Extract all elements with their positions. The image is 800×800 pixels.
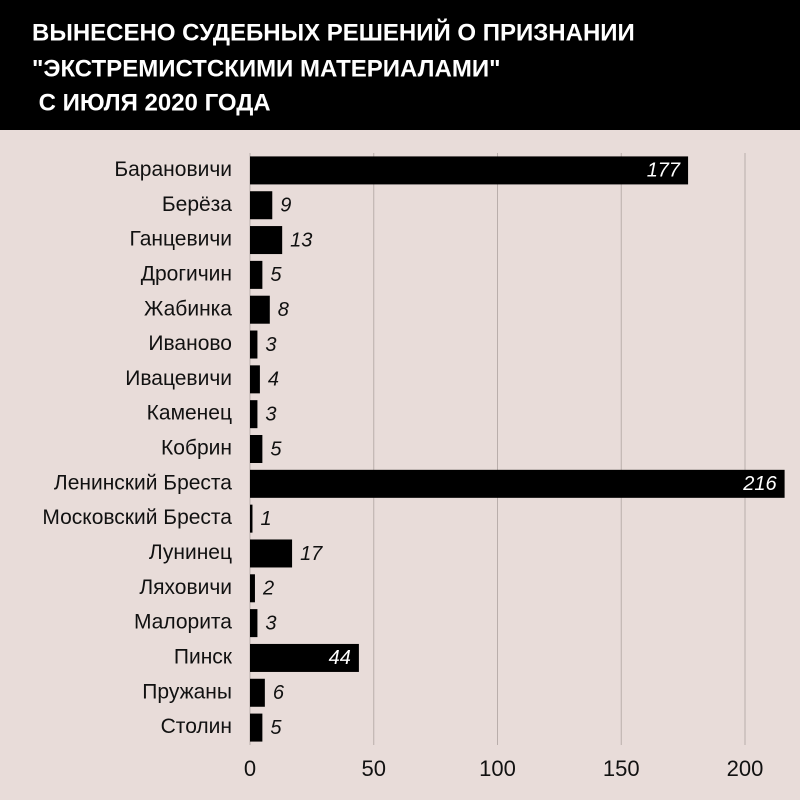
y-tick-label: Ляховичи — [139, 576, 232, 599]
bar — [250, 156, 689, 185]
data-label: 17 — [300, 543, 323, 565]
data-label: 1 — [260, 508, 271, 530]
x-tick-label: 50 — [362, 756, 386, 781]
data-label: 9 — [280, 195, 291, 217]
y-tick-label: Ганцевичи — [130, 228, 233, 251]
y-tick-label: Лунинец — [149, 541, 232, 564]
data-label: 177 — [647, 160, 681, 182]
data-label: 5 — [270, 717, 282, 739]
y-tick-label: Ивацевичи — [125, 367, 232, 390]
data-label: 3 — [265, 403, 276, 425]
y-tick-label: Московский Бреста — [42, 506, 232, 529]
data-label: 3 — [265, 612, 276, 634]
bar — [250, 504, 253, 533]
bar — [250, 435, 263, 463]
chart-title: "ЭКСТРЕМИСТСКИМИ МАТЕРИАЛАМИ" — [32, 55, 500, 82]
bar — [250, 191, 273, 220]
bar — [250, 330, 258, 359]
title-band — [0, 0, 800, 130]
bar — [250, 226, 283, 255]
bar — [250, 574, 255, 603]
bar — [250, 713, 263, 742]
data-label: 4 — [268, 369, 279, 391]
data-label: 44 — [329, 647, 351, 669]
y-tick-label: Берёза — [162, 193, 232, 216]
y-tick-label: Дрогичин — [141, 262, 232, 285]
chart-title: С ИЮЛЯ 2020 ГОДА — [32, 89, 271, 116]
data-label: 216 — [742, 473, 777, 495]
y-tick-label: Иваново — [148, 332, 232, 355]
y-tick-label: Пружаны — [142, 680, 232, 703]
y-tick-label: Столин — [161, 715, 232, 738]
y-tick-label: Каменец — [147, 402, 232, 425]
bar — [250, 643, 359, 672]
chart-title: ВЫНЕСЕНО СУДЕБНЫХ РЕШЕНИЙ О ПРИЗНАНИИ — [32, 18, 635, 46]
bar — [250, 609, 258, 638]
bar — [250, 400, 258, 429]
bar — [250, 295, 270, 324]
bar — [250, 469, 785, 498]
bar — [250, 678, 265, 707]
bar — [250, 260, 263, 289]
x-tick-label: 0 — [244, 756, 256, 781]
bar — [250, 539, 293, 568]
y-tick-label: Жабинка — [144, 297, 232, 320]
bar — [250, 365, 260, 394]
x-tick-label: 100 — [479, 756, 516, 781]
data-label: 3 — [265, 334, 276, 356]
data-label: 5 — [270, 438, 282, 460]
y-tick-label: Малорита — [134, 611, 232, 634]
y-tick-label: Ленинский Бреста — [54, 471, 232, 494]
data-label: 13 — [290, 229, 312, 251]
y-tick-label: Пинск — [174, 645, 233, 668]
data-label: 5 — [270, 264, 282, 286]
y-tick-label: Кобрин — [161, 437, 232, 460]
data-label: 6 — [273, 682, 285, 704]
x-tick-label: 150 — [603, 756, 640, 781]
y-tick-label: Барановичи — [114, 158, 232, 181]
data-label: 8 — [278, 299, 289, 321]
x-tick-label: 200 — [727, 756, 764, 781]
data-label: 2 — [262, 578, 274, 600]
